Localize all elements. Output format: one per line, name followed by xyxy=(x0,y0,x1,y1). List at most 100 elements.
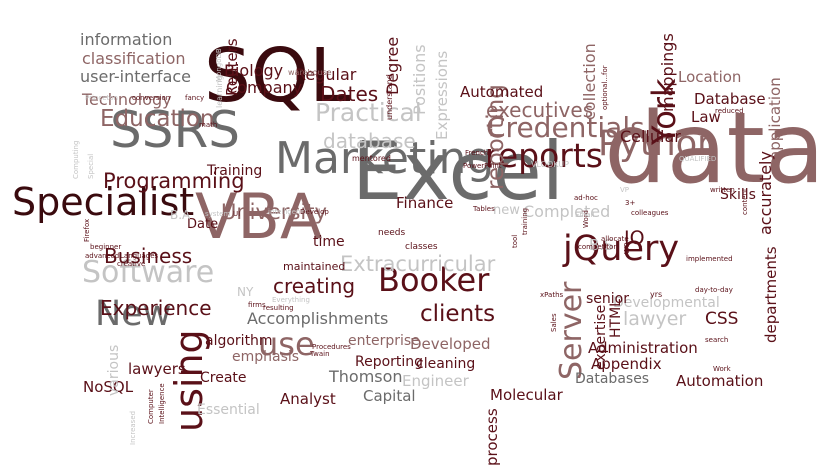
cloud-word-nosql: NoSQL xyxy=(83,378,134,396)
cloud-word-reporting: Reporting xyxy=(355,354,424,370)
cloud-word-user-interface: user-interface xyxy=(80,67,192,86)
cloud-word-technology: Technology xyxy=(82,90,172,109)
cloud-word-engineer: Engineer xyxy=(402,372,469,390)
cloud-word-3: 3+ xyxy=(625,199,636,207)
cloud-word-university: University xyxy=(221,200,327,224)
cloud-word-tool: tool xyxy=(511,234,519,248)
cloud-word-senior: senior xyxy=(586,291,629,307)
cloud-word-credentials: Credentials xyxy=(486,111,645,144)
cloud-word-classification: classification xyxy=(82,49,186,68)
cloud-word-firms: firms xyxy=(248,301,266,309)
cloud-word-mentored: mentored xyxy=(352,154,391,163)
cloud-word-wp: WP xyxy=(623,242,631,254)
cloud-word-b-s: B.S xyxy=(589,236,614,254)
cloud-word-information: information xyxy=(80,30,173,49)
cloud-word-computer: Computer xyxy=(147,389,155,424)
cloud-word-programming: Programming xyxy=(103,169,245,193)
cloud-word-allocate: allocate xyxy=(601,235,629,243)
cloud-word-search: search xyxy=(705,336,729,344)
cloud-word-use: use xyxy=(258,325,315,363)
cloud-word-classes: classes xyxy=(405,242,438,252)
cloud-word-vlookup: VLOOKUP xyxy=(531,160,569,169)
cloud-word-conversion: conversion xyxy=(132,94,171,102)
cloud-word-math: math xyxy=(199,121,218,129)
cloud-word-css: CSS xyxy=(705,309,739,329)
cloud-word-warehouse: warehouse xyxy=(288,68,332,77)
cloud-word-appendix: Appendix xyxy=(591,355,662,373)
cloud-word-cellular: Cellular xyxy=(620,127,681,146)
cloud-word-vba: VBA xyxy=(195,180,323,253)
cloud-word-cleaning: cleaning xyxy=(416,356,476,372)
cloud-word-essential: Essential xyxy=(197,402,260,418)
cloud-word-resulting: resulting xyxy=(263,304,294,312)
cloud-word-education: Education xyxy=(100,106,215,132)
cloud-word-work: Work xyxy=(713,365,731,373)
cloud-word-extracurricular: Extracurricular xyxy=(340,252,496,276)
cloud-word-marketing: Marketing xyxy=(275,133,495,184)
cloud-word-emphasis: emphasis xyxy=(232,349,300,365)
cloud-word-beginner: beginner xyxy=(90,243,122,251)
cloud-word-enterprise: enterprise xyxy=(348,333,420,349)
cloud-word-computing: Computing xyxy=(72,140,80,179)
cloud-word-competitor: competitor xyxy=(578,243,617,251)
cloud-word-application: application xyxy=(766,77,784,160)
cloud-word-mappings: mappings xyxy=(658,33,677,112)
cloud-word-administration: Administration xyxy=(588,339,698,357)
cloud-word-developed: Developed xyxy=(410,335,491,353)
cloud-word-company: Company xyxy=(226,78,303,97)
cloud-word-fancy: fancy xyxy=(185,94,205,102)
cloud-word-positions: Positions xyxy=(410,44,429,115)
cloud-word-vp: VP xyxy=(620,186,630,194)
cloud-word-new: new xyxy=(493,203,520,218)
cloud-word-ssrs: SSRS xyxy=(110,101,240,159)
cloud-word-optional-for: optional...for xyxy=(601,65,609,110)
cloud-word-departments: departments xyxy=(762,246,780,343)
cloud-word-day-to-day: day-to-day xyxy=(695,286,733,294)
cloud-word-maintained: maintained xyxy=(283,260,346,273)
cloud-word-colleagues: colleagues xyxy=(631,209,669,217)
cloud-word-email: Email xyxy=(575,211,595,219)
cloud-word-practical: Practical xyxy=(315,98,422,127)
cloud-word-data: data xyxy=(604,92,825,206)
cloud-word-clients: clients xyxy=(420,301,496,327)
cloud-word-lawyer: lawyer xyxy=(623,308,687,330)
cloud-word-location: Location xyxy=(678,68,742,86)
cloud-word-collection: collection xyxy=(580,43,599,120)
cloud-word-automated: Automated xyxy=(460,83,544,101)
cloud-word-b-a: B.A xyxy=(170,208,191,222)
cloud-word-accomplishments: Accomplishments xyxy=(247,309,389,328)
cloud-word-qualified: QUALIFIED xyxy=(679,155,717,163)
cloud-word-law: Law xyxy=(691,108,721,126)
cloud-word-creative: creative xyxy=(117,260,146,268)
cloud-word-implemented: implemented xyxy=(686,255,733,263)
cloud-word-tables: Tables xyxy=(473,205,495,213)
cloud-word-lawyers: lawyers xyxy=(128,360,186,378)
cloud-word-analyst: Analyst xyxy=(280,390,336,408)
cloud-word-languages: Languages xyxy=(120,252,159,260)
cloud-word-database: Database xyxy=(694,90,766,108)
cloud-word-booker: Booker xyxy=(378,261,490,299)
cloud-word-increased: Increased xyxy=(129,410,137,445)
cloud-word-process: process xyxy=(483,408,501,466)
cloud-word-excel: Excel xyxy=(352,125,564,218)
cloud-word-sql: SQL xyxy=(204,33,351,119)
cloud-word-python: Python xyxy=(598,124,720,164)
cloud-word-ui: UI xyxy=(233,210,241,218)
cloud-word-time: time xyxy=(313,234,345,250)
cloud-word-princeton: Princeton xyxy=(85,94,118,102)
cloud-word-advanced: advanced xyxy=(85,252,120,260)
cloud-word-reuters: Reuters xyxy=(223,38,241,96)
cloud-word-training: Training xyxy=(207,163,263,179)
cloud-word-creating: creating xyxy=(273,274,356,298)
cloud-word-expertise: expertise xyxy=(593,304,609,370)
cloud-word-biology: Biology xyxy=(224,61,284,80)
cloud-word-new: New xyxy=(95,294,172,334)
cloud-word-date: Date xyxy=(187,217,219,232)
cloud-word-powerpoint: PowerPoint xyxy=(463,162,502,170)
cloud-word-xpaths: xPaths xyxy=(540,291,564,299)
cloud-word-developmental: Developmental xyxy=(613,295,720,311)
cloud-word-intelligence: Intelligence xyxy=(158,383,166,424)
cloud-word-executives: executives xyxy=(486,98,594,122)
cloud-word-ad-hoc: ad-hoc xyxy=(574,194,598,202)
